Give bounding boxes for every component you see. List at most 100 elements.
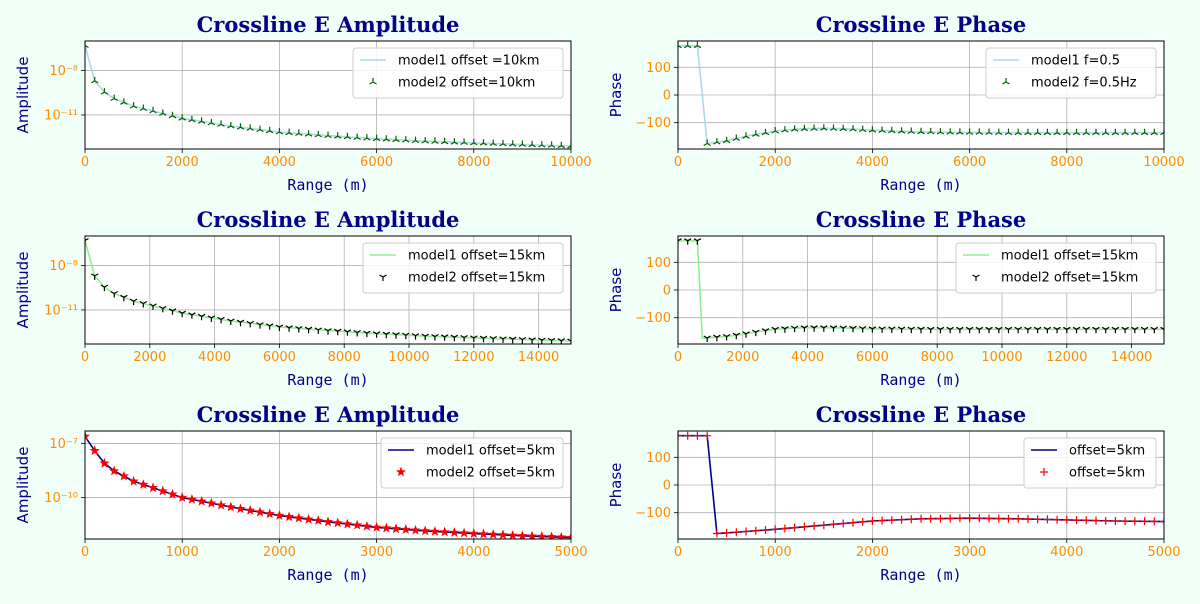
data-point bbox=[849, 518, 857, 527]
data-point bbox=[820, 325, 828, 332]
data-point bbox=[488, 529, 499, 539]
data-point bbox=[1043, 515, 1052, 524]
data-point bbox=[197, 117, 206, 124]
data-point bbox=[1004, 128, 1013, 136]
x-tick-label: 10000 bbox=[550, 155, 591, 170]
data-point bbox=[975, 128, 984, 135]
data-point bbox=[722, 333, 731, 341]
data-point bbox=[265, 323, 274, 330]
data-point bbox=[936, 514, 945, 523]
data-point bbox=[693, 41, 702, 49]
legend-entry: model2 offset=5km bbox=[426, 466, 555, 481]
x-tick-label: 8000 bbox=[328, 350, 361, 365]
data-point bbox=[878, 326, 886, 333]
data-point bbox=[897, 515, 906, 524]
data-point bbox=[926, 326, 935, 334]
data-point bbox=[683, 41, 692, 49]
data-point bbox=[1150, 517, 1159, 526]
data-point bbox=[479, 139, 488, 146]
data-point bbox=[217, 120, 225, 127]
data-point bbox=[392, 332, 400, 339]
data-point bbox=[1082, 128, 1090, 136]
x-tick-label: 12000 bbox=[453, 350, 494, 365]
x-axis-label: Range (m) bbox=[287, 371, 368, 389]
data-point bbox=[120, 98, 128, 105]
x-tick-label: 8000 bbox=[1050, 155, 1083, 170]
data-point bbox=[285, 325, 293, 332]
legend-entry: model2 f=0.5Hz bbox=[1031, 76, 1137, 91]
data-point bbox=[138, 479, 149, 489]
data-point bbox=[790, 523, 799, 532]
data-point bbox=[460, 138, 468, 146]
data-point bbox=[518, 140, 527, 148]
data-point bbox=[333, 328, 342, 336]
data-point bbox=[1092, 516, 1100, 525]
data-point bbox=[994, 514, 1003, 523]
chart-title: Crossline E Phase bbox=[816, 207, 1027, 232]
data-point bbox=[683, 431, 692, 440]
data-point bbox=[148, 482, 159, 493]
x-tick-label: 3000 bbox=[953, 545, 986, 560]
data-point bbox=[1121, 517, 1130, 526]
data-point bbox=[275, 324, 284, 331]
data-point bbox=[431, 137, 439, 145]
data-point bbox=[188, 115, 196, 123]
legend-entry: offset=5km bbox=[1069, 444, 1145, 459]
data-point bbox=[790, 325, 799, 333]
series-layer bbox=[85, 41, 571, 149]
data-point bbox=[761, 128, 770, 136]
data-point bbox=[703, 139, 711, 147]
data-point bbox=[1101, 128, 1110, 136]
data-point bbox=[1053, 326, 1061, 334]
data-point bbox=[324, 328, 332, 335]
x-axis-label: Range (m) bbox=[880, 176, 961, 194]
data-point bbox=[722, 528, 731, 537]
y-axis-label: Phase bbox=[607, 73, 625, 118]
legend-entry: model2 offset=15km bbox=[408, 271, 545, 286]
data-point bbox=[800, 124, 809, 132]
data-point bbox=[343, 329, 352, 336]
data-point bbox=[159, 109, 167, 116]
data-point bbox=[1160, 517, 1164, 526]
data-point bbox=[246, 124, 254, 131]
series-layer bbox=[678, 41, 1164, 147]
data-point bbox=[839, 519, 848, 528]
data-point bbox=[713, 334, 721, 342]
chart-title: Crossline E Phase bbox=[816, 12, 1027, 37]
x-tick-label: 0 bbox=[81, 350, 89, 365]
y-tick-label: 0 bbox=[663, 284, 671, 299]
data-point bbox=[440, 137, 449, 145]
data-point bbox=[820, 124, 828, 131]
data-point bbox=[421, 137, 429, 144]
data-point bbox=[215, 499, 227, 510]
data-point bbox=[732, 134, 741, 142]
data-point bbox=[363, 134, 371, 141]
data-point bbox=[468, 528, 479, 538]
data-point bbox=[1111, 326, 1120, 334]
data-point bbox=[742, 331, 750, 338]
data-point bbox=[1150, 128, 1159, 136]
data-point bbox=[985, 514, 993, 523]
data-point bbox=[109, 465, 120, 476]
legend-box bbox=[380, 437, 564, 489]
data-point bbox=[196, 495, 207, 506]
y-tick-label: 10⁻⁷ bbox=[49, 437, 78, 452]
data-point bbox=[265, 126, 274, 134]
data-point bbox=[508, 140, 517, 147]
data-point bbox=[89, 445, 100, 456]
data-point bbox=[450, 334, 459, 342]
data-point bbox=[1101, 516, 1110, 525]
series-line-1 bbox=[678, 434, 1164, 535]
x-tick-label: 6000 bbox=[360, 155, 393, 170]
data-point bbox=[227, 318, 235, 325]
x-tick-label: 12000 bbox=[1046, 350, 1087, 365]
data-point bbox=[197, 313, 206, 321]
data-point bbox=[314, 327, 323, 334]
data-point bbox=[1101, 326, 1110, 334]
x-tick-label: 6000 bbox=[953, 155, 986, 170]
data-point bbox=[693, 431, 702, 440]
data-point bbox=[85, 237, 89, 245]
legend-box bbox=[985, 47, 1157, 99]
data-point bbox=[800, 325, 809, 332]
